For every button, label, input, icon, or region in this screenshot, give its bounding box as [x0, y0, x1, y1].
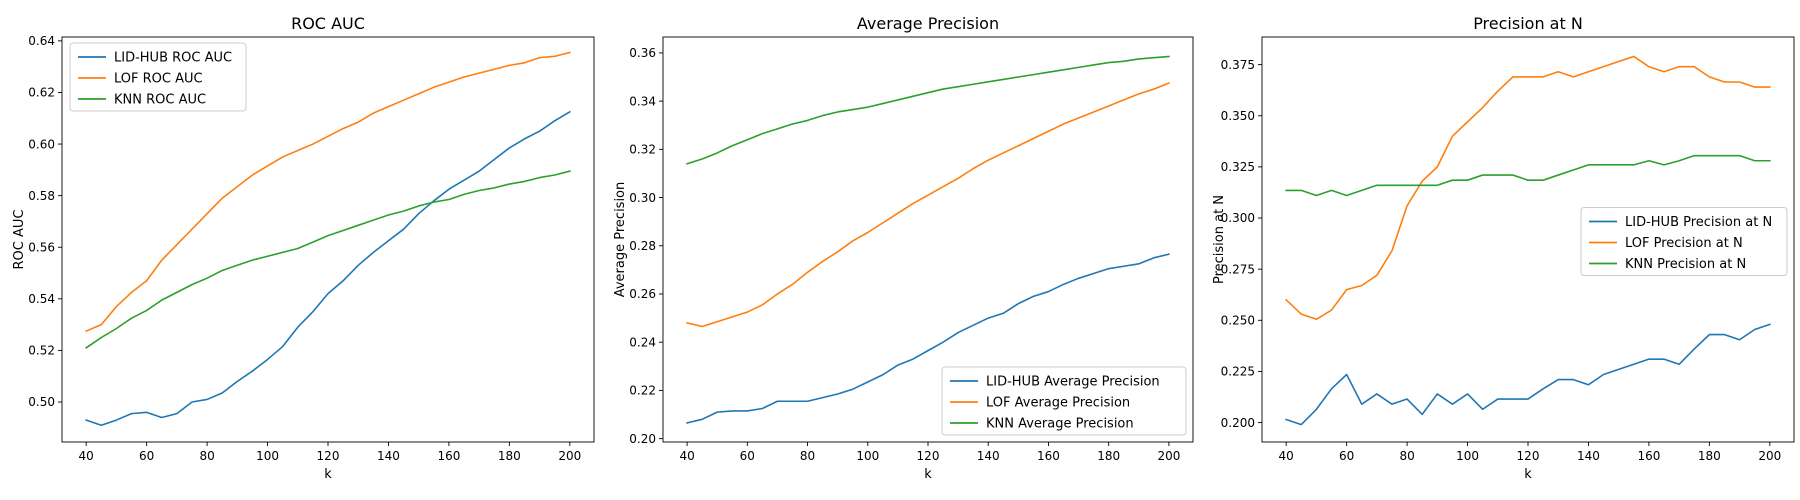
x-tick-label: 180 [498, 449, 521, 463]
x-tick-label: 200 [1157, 449, 1180, 463]
legend: LID-HUB Average Precision LOF Average Pre… [941, 366, 1187, 436]
y-tick-label: 0.200 [1221, 416, 1255, 430]
y-tick-label: 0.32 [629, 143, 656, 157]
legend-label: KNN Precision at N [1625, 257, 1746, 272]
legend-box [1580, 207, 1788, 276]
y-tick-label: 0.350 [1221, 109, 1255, 123]
y-tick-label: 0.52 [28, 344, 55, 358]
chart-panel-2: 40 60 80 100 120 140 160 180 200 0.20 0.22 0.24 0.26… [613, 14, 1194, 482]
y-axis-label: ROC AUC [12, 210, 27, 270]
series-line-lid-hub [1285, 323, 1771, 426]
legend-label: LOF Precision at N [1625, 236, 1743, 251]
chart-title: ROC AUC [291, 14, 365, 33]
x-tick-label: 160 [1037, 449, 1060, 463]
x-tick-label: 100 [856, 449, 879, 463]
x-tick-label: 200 [558, 449, 581, 463]
series-line-lid-hub [686, 253, 1170, 424]
legend-label: LID-HUB ROC AUC [114, 51, 232, 66]
y-tick-label: 0.24 [629, 335, 656, 349]
x-tick-label: 100 [1456, 449, 1479, 463]
x-tick-label: 100 [256, 449, 279, 463]
y-tick-label: 0.60 [28, 137, 55, 151]
y-tick-label: 0.54 [28, 292, 55, 306]
y-axis-label: Average Precision [613, 182, 628, 298]
series-line-knn [686, 55, 1170, 165]
x-tick-label: 80 [1399, 449, 1414, 463]
x-tick-label: 40 [1279, 449, 1294, 463]
x-axis-label: k [1524, 467, 1532, 482]
x-tick-label: 40 [679, 449, 694, 463]
x-axis-label: k [924, 467, 932, 482]
y-tick-label: 0.20 [629, 432, 656, 446]
x-tick-label: 140 [977, 449, 1000, 463]
legend-label: KNN ROC AUC [114, 93, 206, 108]
series-line-knn [85, 170, 571, 349]
x-tick-label: 120 [917, 449, 940, 463]
y-tick-label: 0.58 [28, 189, 55, 203]
legend-label: LID-HUB Precision at N [1625, 215, 1772, 230]
y-tick-label: 0.62 [28, 86, 55, 100]
chart-panel-3: 40 60 80 100 120 140 160 180 200 0.200 0.225 0.250 0… [1212, 14, 1795, 482]
x-tick-label: 40 [79, 449, 94, 463]
y-tick-label: 0.22 [629, 384, 656, 398]
y-tick-label: 0.275 [1221, 262, 1255, 276]
y-tick-label: 0.28 [629, 239, 656, 253]
y-tick-label: 0.34 [629, 94, 656, 108]
y-axis-label: Precision at N [1212, 195, 1227, 284]
y-tick-label: 0.30 [629, 191, 656, 205]
legend-label: LOF Average Precision [986, 396, 1130, 411]
y-tick-label: 0.325 [1221, 160, 1255, 174]
x-tick-label: 160 [1637, 449, 1660, 463]
series-line-knn [1285, 154, 1771, 197]
y-tick-label: 0.26 [629, 287, 656, 301]
x-tick-label: 140 [1577, 449, 1600, 463]
series-line-lof [686, 81, 1170, 328]
x-tick-label: 120 [317, 449, 340, 463]
x-tick-label: 60 [1339, 449, 1354, 463]
legend-box [941, 366, 1187, 436]
chart-panel-1: 40 60 80 100 120 140 160 180 200 0.50 0.52 0.54 0.56… [12, 14, 595, 482]
x-tick-label: 80 [199, 449, 214, 463]
x-tick-label: 60 [740, 449, 755, 463]
legend: LID-HUB Precision at N LOF Precision at N… [1580, 207, 1788, 276]
y-tick-label: 0.300 [1221, 211, 1255, 225]
y-tick-label: 0.64 [28, 34, 55, 48]
y-tick-label: 0.375 [1221, 58, 1255, 72]
y-tick-label: 0.36 [629, 46, 656, 60]
y-tick-label: 0.250 [1221, 313, 1255, 327]
legend-box [69, 42, 247, 112]
x-tick-label: 180 [1698, 449, 1721, 463]
legend-label: LOF ROC AUC [114, 72, 203, 87]
x-tick-label: 80 [800, 449, 815, 463]
y-tick-label: 0.50 [28, 395, 55, 409]
series-line-lid-hub [85, 110, 571, 427]
chart-title: Average Precision [857, 14, 999, 33]
x-tick-label: 200 [1758, 449, 1781, 463]
legend-label: KNN Average Precision [986, 417, 1134, 432]
x-tick-label: 120 [1517, 449, 1540, 463]
x-axis-label: k [324, 467, 332, 482]
series-line-lof [1285, 55, 1771, 321]
y-tick-label: 0.56 [28, 240, 55, 254]
legend-label: LID-HUB Average Precision [986, 375, 1160, 390]
legend: LID-HUB ROC AUC LOF ROC AUC KNN ROC AUC [69, 42, 247, 112]
y-tick-label: 0.225 [1221, 365, 1255, 379]
x-tick-label: 180 [1097, 449, 1120, 463]
series-line-lof [85, 51, 571, 333]
x-tick-label: 60 [139, 449, 154, 463]
chart-title: Precision at N [1473, 14, 1583, 33]
x-tick-label: 160 [437, 449, 460, 463]
x-tick-label: 140 [377, 449, 400, 463]
